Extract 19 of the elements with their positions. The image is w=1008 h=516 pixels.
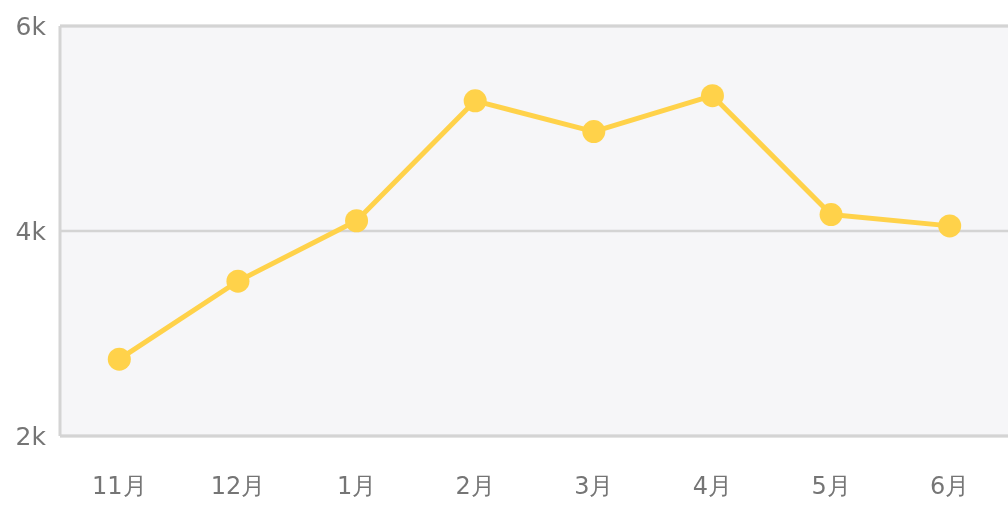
x-tick-label: 3月 (574, 472, 614, 500)
point (938, 214, 962, 238)
point (819, 203, 843, 227)
point (107, 347, 131, 371)
x-tick-label: 11月 (92, 472, 147, 500)
y-tick-label: 2k (15, 421, 47, 451)
point (226, 269, 250, 293)
x-tick-label: 5月 (811, 472, 851, 500)
x-tick-label: 1月 (336, 472, 377, 500)
point (582, 120, 606, 144)
x-tick-label: 2月 (455, 472, 495, 500)
x-tick-label: 6月 (930, 472, 970, 500)
y-tick-label: 6k (15, 11, 47, 41)
point (463, 89, 487, 113)
x-tick-label: 12月 (210, 472, 266, 500)
point (345, 209, 369, 233)
point (700, 84, 724, 108)
y-tick-label: 4k (15, 216, 47, 246)
x-tick-label: 4月 (692, 472, 733, 500)
